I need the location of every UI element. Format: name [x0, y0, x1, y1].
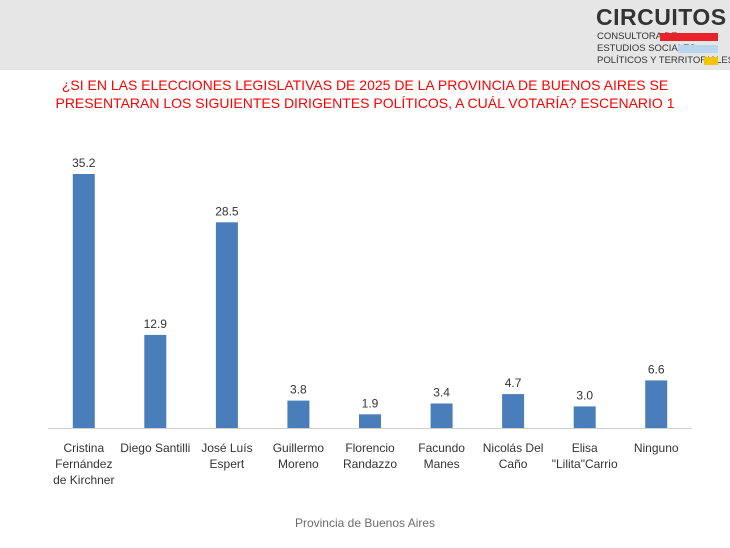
bar-8: [573, 406, 596, 428]
category-label-line: de Kirchner: [53, 473, 114, 487]
category-label-line: Cristina: [63, 441, 104, 455]
category-label-line: Espert: [210, 457, 245, 471]
category-label-line: Fernández: [55, 457, 112, 471]
logo-tagline-3: POLÍTICOS Y TERRITORIALES: [597, 55, 730, 66]
category-label-2: Diego Santilli: [120, 441, 190, 455]
category-label-line: Moreno: [278, 457, 319, 471]
category-label-line: Randazzo: [343, 457, 397, 471]
data-label-1: 35.2: [72, 156, 96, 170]
category-label-line: Manes: [424, 457, 460, 471]
category-label-line: Caño: [499, 457, 528, 471]
bar-3: [215, 222, 238, 428]
bar-6: [430, 403, 453, 428]
data-label-9: 6.6: [648, 362, 665, 376]
category-label-line: Elisa: [572, 441, 598, 455]
category-label-4: Guillermo Moreno: [273, 441, 325, 471]
logo-blue-bar: [678, 45, 718, 53]
category-label-8: Elisa "Lilita"Carrio: [552, 441, 618, 471]
logo-red-bar: [660, 33, 718, 41]
category-label-line: Ninguno: [634, 441, 679, 455]
logo-wordmark: CIRCUITOS: [596, 4, 727, 30]
chart-title-line-2: PRESENTARAN LOS SIGUIENTES DIRIGENTES PO…: [55, 95, 675, 111]
logo-tagline-1: CONSULTORA DE: [597, 31, 678, 42]
category-label-6: Facundo Manes: [418, 441, 465, 471]
bar-2: [144, 334, 167, 428]
data-label-8: 3.0: [576, 388, 593, 402]
category-label-line: Facundo: [418, 441, 465, 455]
circuitos-logo: CIRCUITOS CONSULTORA DE ESTUDIOS SOCIALE…: [596, 4, 730, 66]
category-label-5: Florencio Randazzo: [343, 441, 397, 471]
category-label-line: Nicolás Del: [483, 441, 544, 455]
category-label-line: "Lilita"Carrio: [552, 457, 618, 471]
data-label-4: 3.8: [290, 383, 307, 397]
category-label-line: José Luís: [201, 441, 252, 455]
category-label-line: Florencio: [345, 441, 395, 455]
header-band: [0, 0, 730, 70]
logo-yellow-bar: [704, 57, 718, 65]
category-label-line: Guillermo: [273, 441, 325, 455]
bar-4: [287, 400, 310, 428]
category-label-3: José Luís Espert: [201, 441, 252, 471]
data-label-6: 3.4: [433, 386, 450, 400]
x-axis-caption: Provincia de Buenos Aires: [294, 516, 436, 530]
logo-tagline-2: ESTUDIOS SOCIALES,: [597, 43, 699, 54]
bar-1: [72, 174, 95, 428]
bar-7: [502, 394, 525, 428]
bar-5: [359, 414, 381, 428]
category-label-line: Diego Santilli: [120, 441, 190, 455]
data-label-5: 1.9: [362, 396, 379, 410]
category-label-9: Ninguno: [634, 441, 679, 455]
chart-title-line-1: ¿SI EN LAS ELECCIONES LEGISLATIVAS DE 20…: [61, 77, 669, 93]
bar-9: [645, 380, 668, 428]
chart-title: ¿SI EN LAS ELECCIONES LEGISLATIVAS DE 20…: [20, 76, 710, 112]
data-label-7: 4.7: [505, 376, 522, 390]
data-label-3: 28.5: [215, 204, 239, 218]
data-label-2: 12.9: [144, 317, 168, 331]
category-label-1: Cristina Fernández de Kirchner: [53, 441, 114, 487]
category-label-7: Nicolás Del Caño: [483, 441, 544, 471]
